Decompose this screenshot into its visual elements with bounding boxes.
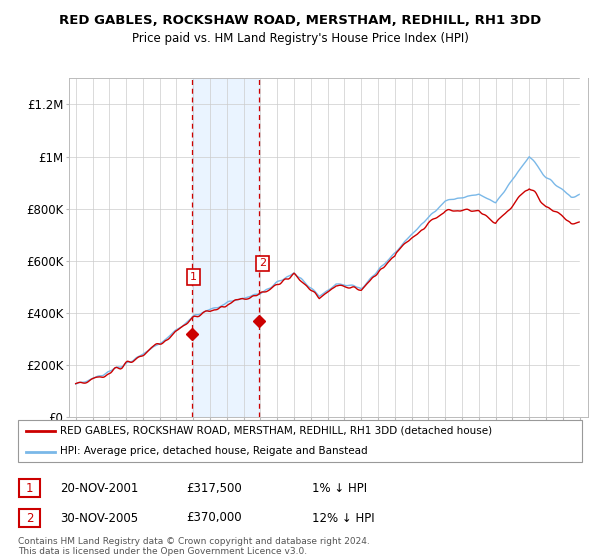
Text: RED GABLES, ROCKSHAW ROAD, MERSTHAM, REDHILL, RH1 3DD (detached house): RED GABLES, ROCKSHAW ROAD, MERSTHAM, RED… (60, 426, 493, 436)
Text: RED GABLES, ROCKSHAW ROAD, MERSTHAM, REDHILL, RH1 3DD: RED GABLES, ROCKSHAW ROAD, MERSTHAM, RED… (59, 14, 541, 27)
Text: Contains HM Land Registry data © Crown copyright and database right 2024.: Contains HM Land Registry data © Crown c… (18, 538, 370, 547)
Text: 2: 2 (259, 258, 266, 268)
Text: 1% ↓ HPI: 1% ↓ HPI (312, 482, 367, 495)
Text: 2: 2 (26, 511, 33, 525)
Text: 12% ↓ HPI: 12% ↓ HPI (312, 511, 374, 525)
Text: This data is licensed under the Open Government Licence v3.0.: This data is licensed under the Open Gov… (18, 548, 307, 557)
Text: £317,500: £317,500 (186, 482, 242, 495)
Text: £370,000: £370,000 (186, 511, 242, 525)
Bar (580, 78, 588, 417)
Text: HPI: Average price, detached house, Reigate and Banstead: HPI: Average price, detached house, Reig… (60, 446, 368, 456)
FancyBboxPatch shape (18, 420, 582, 462)
FancyBboxPatch shape (19, 479, 40, 497)
Text: 1: 1 (190, 272, 197, 282)
Text: 1: 1 (26, 482, 33, 495)
Text: Price paid vs. HM Land Registry's House Price Index (HPI): Price paid vs. HM Land Registry's House … (131, 32, 469, 45)
FancyBboxPatch shape (19, 509, 40, 527)
Text: 20-NOV-2001: 20-NOV-2001 (60, 482, 139, 495)
Text: 30-NOV-2005: 30-NOV-2005 (60, 511, 138, 525)
Bar (192, 78, 259, 417)
